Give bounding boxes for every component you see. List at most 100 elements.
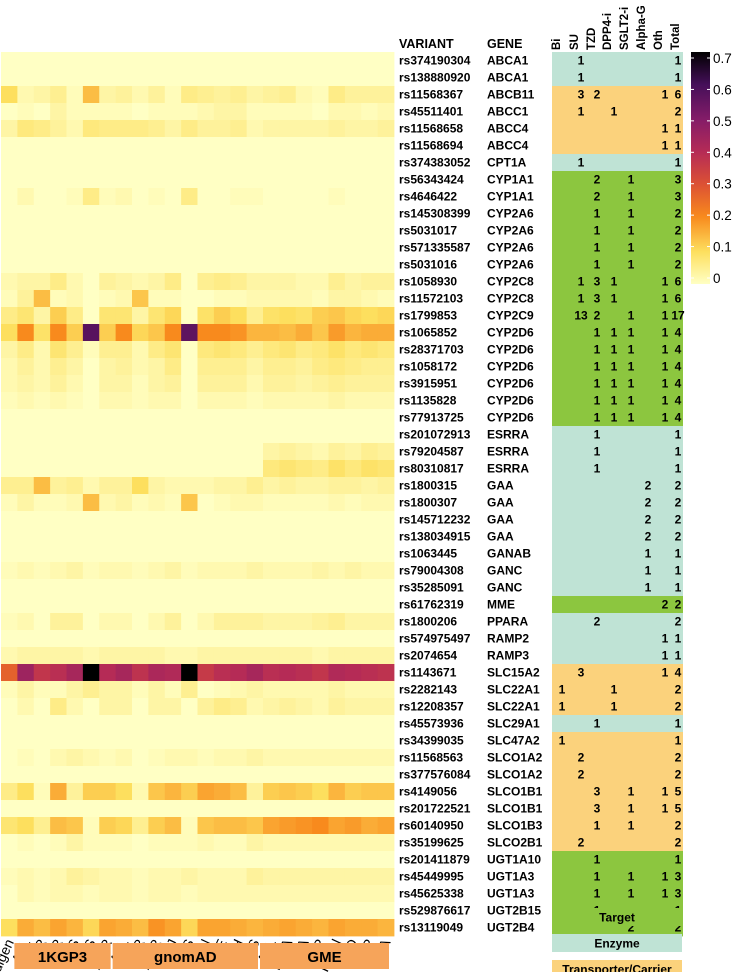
heatmap-cell bbox=[230, 171, 248, 189]
heatmap-cell bbox=[82, 239, 100, 257]
heatmap-cell bbox=[197, 545, 215, 563]
drug-count: 2 bbox=[675, 224, 682, 238]
heatmap-cell bbox=[230, 528, 248, 546]
heatmap-cell bbox=[295, 681, 313, 699]
heatmap-cell bbox=[213, 375, 231, 393]
variant-label: rs4646422 bbox=[399, 190, 457, 204]
heatmap-cell bbox=[1, 188, 18, 206]
heatmap-cell bbox=[246, 69, 264, 87]
heatmap-cell bbox=[197, 52, 215, 70]
drug-count: 2 bbox=[675, 836, 682, 850]
heatmap-cell bbox=[99, 426, 117, 444]
heatmap-cell bbox=[328, 273, 346, 291]
variant-label: rs12208357 bbox=[399, 700, 464, 714]
heatmap-cell bbox=[279, 715, 297, 733]
gene-label: CYP1A1 bbox=[487, 190, 534, 204]
heatmap-cell bbox=[132, 426, 149, 444]
variant-label: rs201072913 bbox=[399, 428, 471, 442]
heatmap-cell bbox=[132, 375, 149, 393]
drug-count: 1 bbox=[559, 700, 566, 714]
heatmap-cell bbox=[1, 409, 18, 427]
heatmap-cell bbox=[50, 358, 67, 376]
heatmap-cell bbox=[66, 715, 84, 733]
heatmap-cell bbox=[312, 256, 329, 274]
heatmap-cell bbox=[181, 732, 198, 750]
heatmap-cell bbox=[361, 800, 379, 818]
heatmap-cell bbox=[1, 766, 18, 784]
heatmap-cell bbox=[279, 494, 297, 512]
heatmap-cell bbox=[230, 409, 248, 427]
heatmap-cell bbox=[377, 800, 395, 818]
variant-label: rs571335587 bbox=[399, 241, 471, 255]
heatmap-cell bbox=[148, 256, 166, 274]
heatmap-cell bbox=[33, 868, 51, 886]
heatmap-cell bbox=[115, 205, 133, 223]
heatmap-cell bbox=[263, 477, 280, 495]
heatmap-cell bbox=[115, 392, 133, 410]
heatmap-cell bbox=[361, 205, 379, 223]
heatmap-cell bbox=[361, 443, 379, 461]
heatmap-cell bbox=[213, 732, 231, 750]
heatmap-cell bbox=[230, 749, 248, 767]
variant-label: rs79004308 bbox=[399, 564, 464, 578]
heatmap-cell bbox=[66, 545, 84, 563]
category-row-band bbox=[552, 596, 683, 614]
heatmap-cell bbox=[377, 647, 395, 665]
heatmap-cell bbox=[33, 52, 51, 70]
heatmap-cell bbox=[33, 307, 51, 325]
heatmap-cell bbox=[230, 630, 248, 648]
heatmap-cell bbox=[295, 137, 313, 155]
heatmap-cell bbox=[328, 511, 346, 529]
heatmap-cell bbox=[213, 511, 231, 529]
drug-count: 5 bbox=[675, 802, 682, 816]
heatmap-cell bbox=[361, 715, 379, 733]
heatmap-cell bbox=[246, 137, 264, 155]
gene-label: CYP2C8 bbox=[487, 292, 534, 306]
heatmap-cell bbox=[181, 766, 198, 784]
drug-count: 1 bbox=[611, 105, 618, 119]
heatmap-cell bbox=[1, 460, 18, 478]
heatmap-cell bbox=[66, 341, 84, 359]
heatmap-cell bbox=[246, 885, 264, 903]
drug-count: 2 bbox=[594, 173, 601, 187]
heatmap-cell bbox=[115, 137, 133, 155]
heatmap-cell bbox=[132, 681, 149, 699]
heatmap-cell bbox=[361, 341, 379, 359]
drug-count: 1 bbox=[662, 632, 669, 646]
heatmap-cell bbox=[230, 460, 248, 478]
heatmap-cell bbox=[344, 494, 362, 512]
heatmap-cell bbox=[213, 205, 231, 223]
heatmap-cell bbox=[263, 664, 280, 682]
heatmap-cell bbox=[279, 137, 297, 155]
heatmap-cell bbox=[295, 205, 313, 223]
heatmap-cell bbox=[344, 375, 362, 393]
heatmap-cell bbox=[66, 596, 84, 614]
heatmap-cell bbox=[197, 137, 215, 155]
gene-label: SLC29A1 bbox=[487, 717, 540, 731]
category-row-band bbox=[552, 103, 683, 121]
heatmap-cell bbox=[66, 324, 84, 342]
heatmap-cell bbox=[50, 732, 67, 750]
heatmap-cell bbox=[115, 426, 133, 444]
heatmap-cell bbox=[328, 664, 346, 682]
heatmap-cell bbox=[213, 86, 231, 104]
heatmap-cell bbox=[164, 715, 182, 733]
heatmap-cell bbox=[246, 426, 264, 444]
heatmap-cell bbox=[99, 256, 117, 274]
heatmap-cell bbox=[213, 273, 231, 291]
heatmap-cell bbox=[328, 494, 346, 512]
heatmap-cell bbox=[17, 647, 35, 665]
heatmap-cell bbox=[263, 732, 280, 750]
heatmap-cell bbox=[17, 137, 35, 155]
heatmap-cell bbox=[148, 239, 166, 257]
heatmap-cell bbox=[246, 715, 264, 733]
heatmap-cell bbox=[50, 579, 67, 597]
heatmap-cell bbox=[328, 630, 346, 648]
heatmap-cell bbox=[361, 902, 379, 920]
heatmap-cell bbox=[295, 273, 313, 291]
heatmap-cell bbox=[132, 800, 149, 818]
variant-label: rs374190304 bbox=[399, 54, 471, 68]
heatmap-cell bbox=[82, 562, 100, 580]
heatmap-cell bbox=[312, 86, 329, 104]
heatmap-cell bbox=[148, 851, 166, 869]
